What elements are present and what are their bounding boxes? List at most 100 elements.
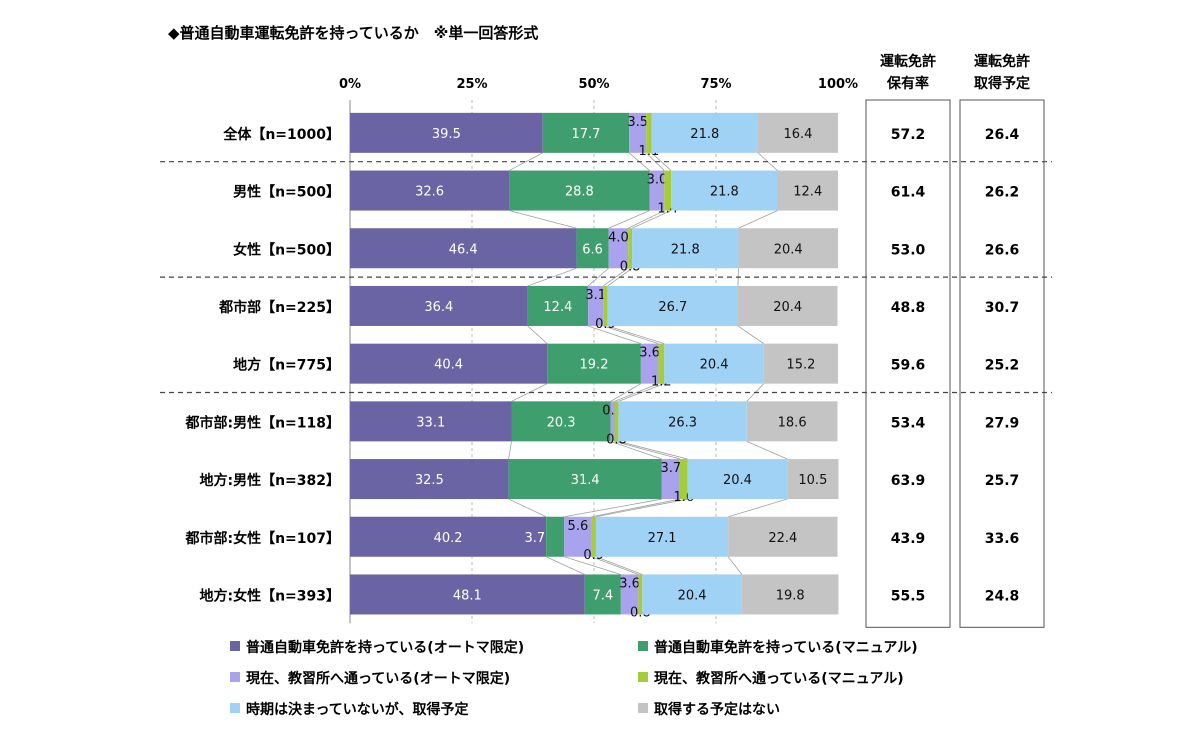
bar-value-label: 3.0 [647,173,668,188]
category-label: 都市部【n=225】 [218,299,340,316]
bar-value-label: 7.4 [592,588,613,603]
legend-swatch [638,641,648,651]
x-tick-label: 50% [578,77,609,92]
legend-label: 取得する予定はない [654,701,780,718]
connector-line [509,441,512,459]
legend-swatch [230,703,240,713]
bar-value-label: 26.3 [668,415,697,430]
legend-label: 現在、教習所へ通っている(マニュアル) [654,670,904,687]
chart-title: ◆普通自動車運転免許を持っているか ※単一回答形式 [168,24,538,42]
bar-segment [546,517,564,557]
bar-value-label: 33.1 [416,415,445,430]
side-column-value: 43.9 [891,531,926,547]
bar-value-label: 36.4 [424,300,453,315]
bar-value-label: 3.6 [619,576,640,591]
legend-swatch [230,672,240,682]
side-column-header: 運転免許 [974,53,1030,70]
connector-line [608,326,665,344]
bar-value-label: 40.4 [434,358,463,373]
connector-line [509,211,576,229]
x-tick-label: 75% [700,77,731,92]
side-column-value: 57.2 [891,127,926,143]
side-column-value: 26.2 [985,185,1020,201]
side-column-value: 25.7 [985,473,1020,489]
bar-value-label: 20.4 [678,588,707,603]
bar-value-label: 28.8 [565,185,594,200]
bar-value-label: 12.4 [793,185,822,200]
bar-value-label: 19.2 [580,358,609,373]
bar-value-label: 46.4 [449,242,478,257]
connector-line [564,499,662,517]
bar-value-label: 3.6 [639,346,660,361]
bar-value-label: 5.6 [568,519,589,534]
category-label: 地方:女性【n=393】 [199,587,340,604]
bar-value-label: 20.4 [773,300,802,315]
side-column-value: 53.4 [891,415,926,431]
bar-value-label: 3.7 [661,461,682,476]
bar-value-label: 12.4 [543,300,572,315]
side-column-value: 24.8 [985,588,1020,604]
side-column-value: 27.9 [985,415,1020,431]
connector-line [728,557,742,575]
connector-line [738,326,764,344]
legend-swatch [230,641,240,651]
bar-value-label: 16.4 [784,127,813,142]
category-label: 女性【n=500】 [233,241,340,258]
connector-line [747,441,788,459]
side-table: 運転免許保有率57.261.453.048.859.653.463.943.95… [866,53,1044,627]
bar-value-label: 21.8 [710,185,739,200]
connector-line [528,326,548,344]
bar-value-label: 10.5 [798,473,827,488]
side-column-header: 運転免許 [880,53,936,70]
x-tick-label: 0% [339,77,361,92]
side-column-value: 48.8 [891,300,926,316]
x-tick-labels: 0%25%50%75%100% [339,77,858,92]
category-label: 男性【n=500】 [233,184,340,201]
connector-line [509,499,547,517]
legend-swatch [638,672,648,682]
bar-value-label: 15.2 [786,358,815,373]
bar-value-label: 32.5 [415,473,444,488]
connector-line [592,499,680,517]
side-column-value: 59.6 [891,358,926,374]
category-labels: 全体【n=1000】男性【n=500】女性【n=500】都市部【n=225】地方… [184,126,340,605]
bar-value-label: 20.4 [723,473,752,488]
bar-value-label: 20.4 [774,242,803,257]
connector-line [738,211,777,229]
legend-label: 時期は決まっていないが、取得予定 [246,701,468,718]
bar-value-label: 31.4 [571,473,600,488]
bar-value-label: 20.4 [700,358,729,373]
legend-label: 普通自動車免許を持っている(マニュアル) [654,639,918,656]
bar-value-label: 40.2 [434,531,463,546]
category-label: 全体【n=1000】 [222,126,340,143]
bar-value-label: 26.7 [658,300,687,315]
bar-value-label: 3.7 [524,531,545,546]
bar-value-label: 32.6 [415,185,444,200]
bar-value-label: 20.3 [547,415,576,430]
bar-value-label: 22.4 [768,531,797,546]
side-column-value: 26.4 [985,127,1020,143]
bar-value-label: 48.1 [453,588,482,603]
bar-value-label: 21.8 [671,242,700,257]
side-column-value: 25.2 [985,358,1020,374]
connector-line [728,499,787,517]
bar-value-label: 21.8 [690,127,719,142]
legend-swatch [638,703,648,713]
bar-value-label: 27.1 [648,531,677,546]
bar-value-label: 18.6 [778,415,807,430]
bar-value-label: 3.5 [627,115,648,130]
category-label: 都市部:女性【n=107】 [184,530,340,547]
side-column-header: 保有率 [886,75,929,92]
bar-value-label: 6.6 [582,242,603,257]
category-label: 都市部:男性【n=118】 [184,414,340,431]
side-column-value: 61.4 [891,185,926,201]
legend: 普通自動車免許を持っている(オートマ限定)普通自動車免許を持っている(マニュアル… [230,639,918,718]
x-tick-label: 25% [456,77,487,92]
side-column-value: 55.5 [891,588,926,604]
bar-value-label: 4.0 [608,230,629,245]
side-column-value: 26.6 [985,242,1020,258]
connector-line [609,211,650,229]
bar-value-label: 39.5 [432,127,461,142]
